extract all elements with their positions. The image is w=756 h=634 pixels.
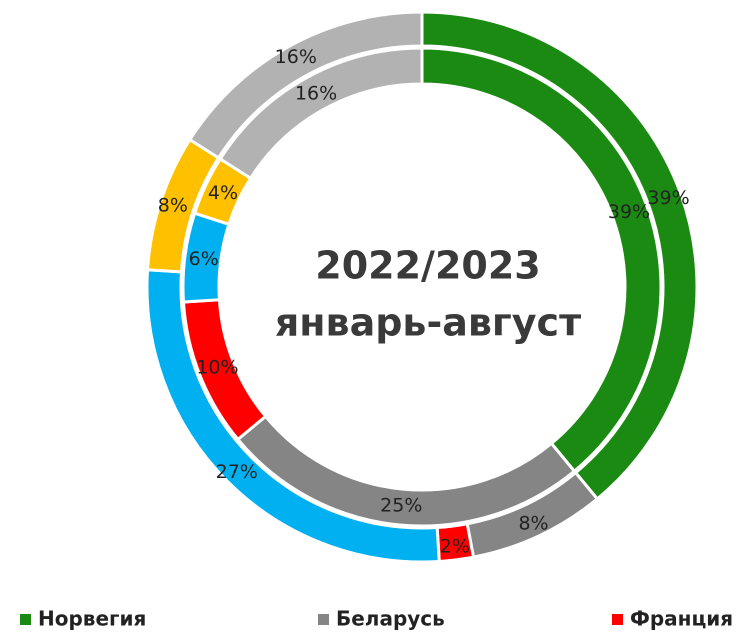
donut-segment: [218, 46, 424, 181]
data-label: 39%: [608, 201, 650, 223]
chart-title: январь-август: [275, 301, 581, 345]
chart-title: 2022/2023: [315, 244, 540, 288]
data-label: 2%: [440, 535, 470, 557]
legend-swatch: [20, 614, 31, 625]
data-label: 6%: [189, 248, 219, 270]
data-label: 4%: [208, 182, 238, 204]
data-label: 16%: [295, 83, 337, 105]
donut-segment: [187, 10, 424, 160]
data-label: 8%: [518, 513, 548, 535]
data-label: 8%: [158, 195, 188, 217]
data-label: 27%: [216, 461, 258, 483]
legend-swatch: [318, 614, 329, 625]
data-label: 10%: [196, 356, 238, 378]
data-label: 25%: [380, 495, 422, 517]
legend-label: Норвегия: [38, 607, 146, 631]
data-label: 16%: [275, 46, 317, 68]
legend-label: Беларусь: [336, 607, 445, 631]
legend-label: Франция: [630, 607, 733, 631]
data-label: 39%: [647, 187, 689, 209]
legend-swatch: [612, 614, 623, 625]
